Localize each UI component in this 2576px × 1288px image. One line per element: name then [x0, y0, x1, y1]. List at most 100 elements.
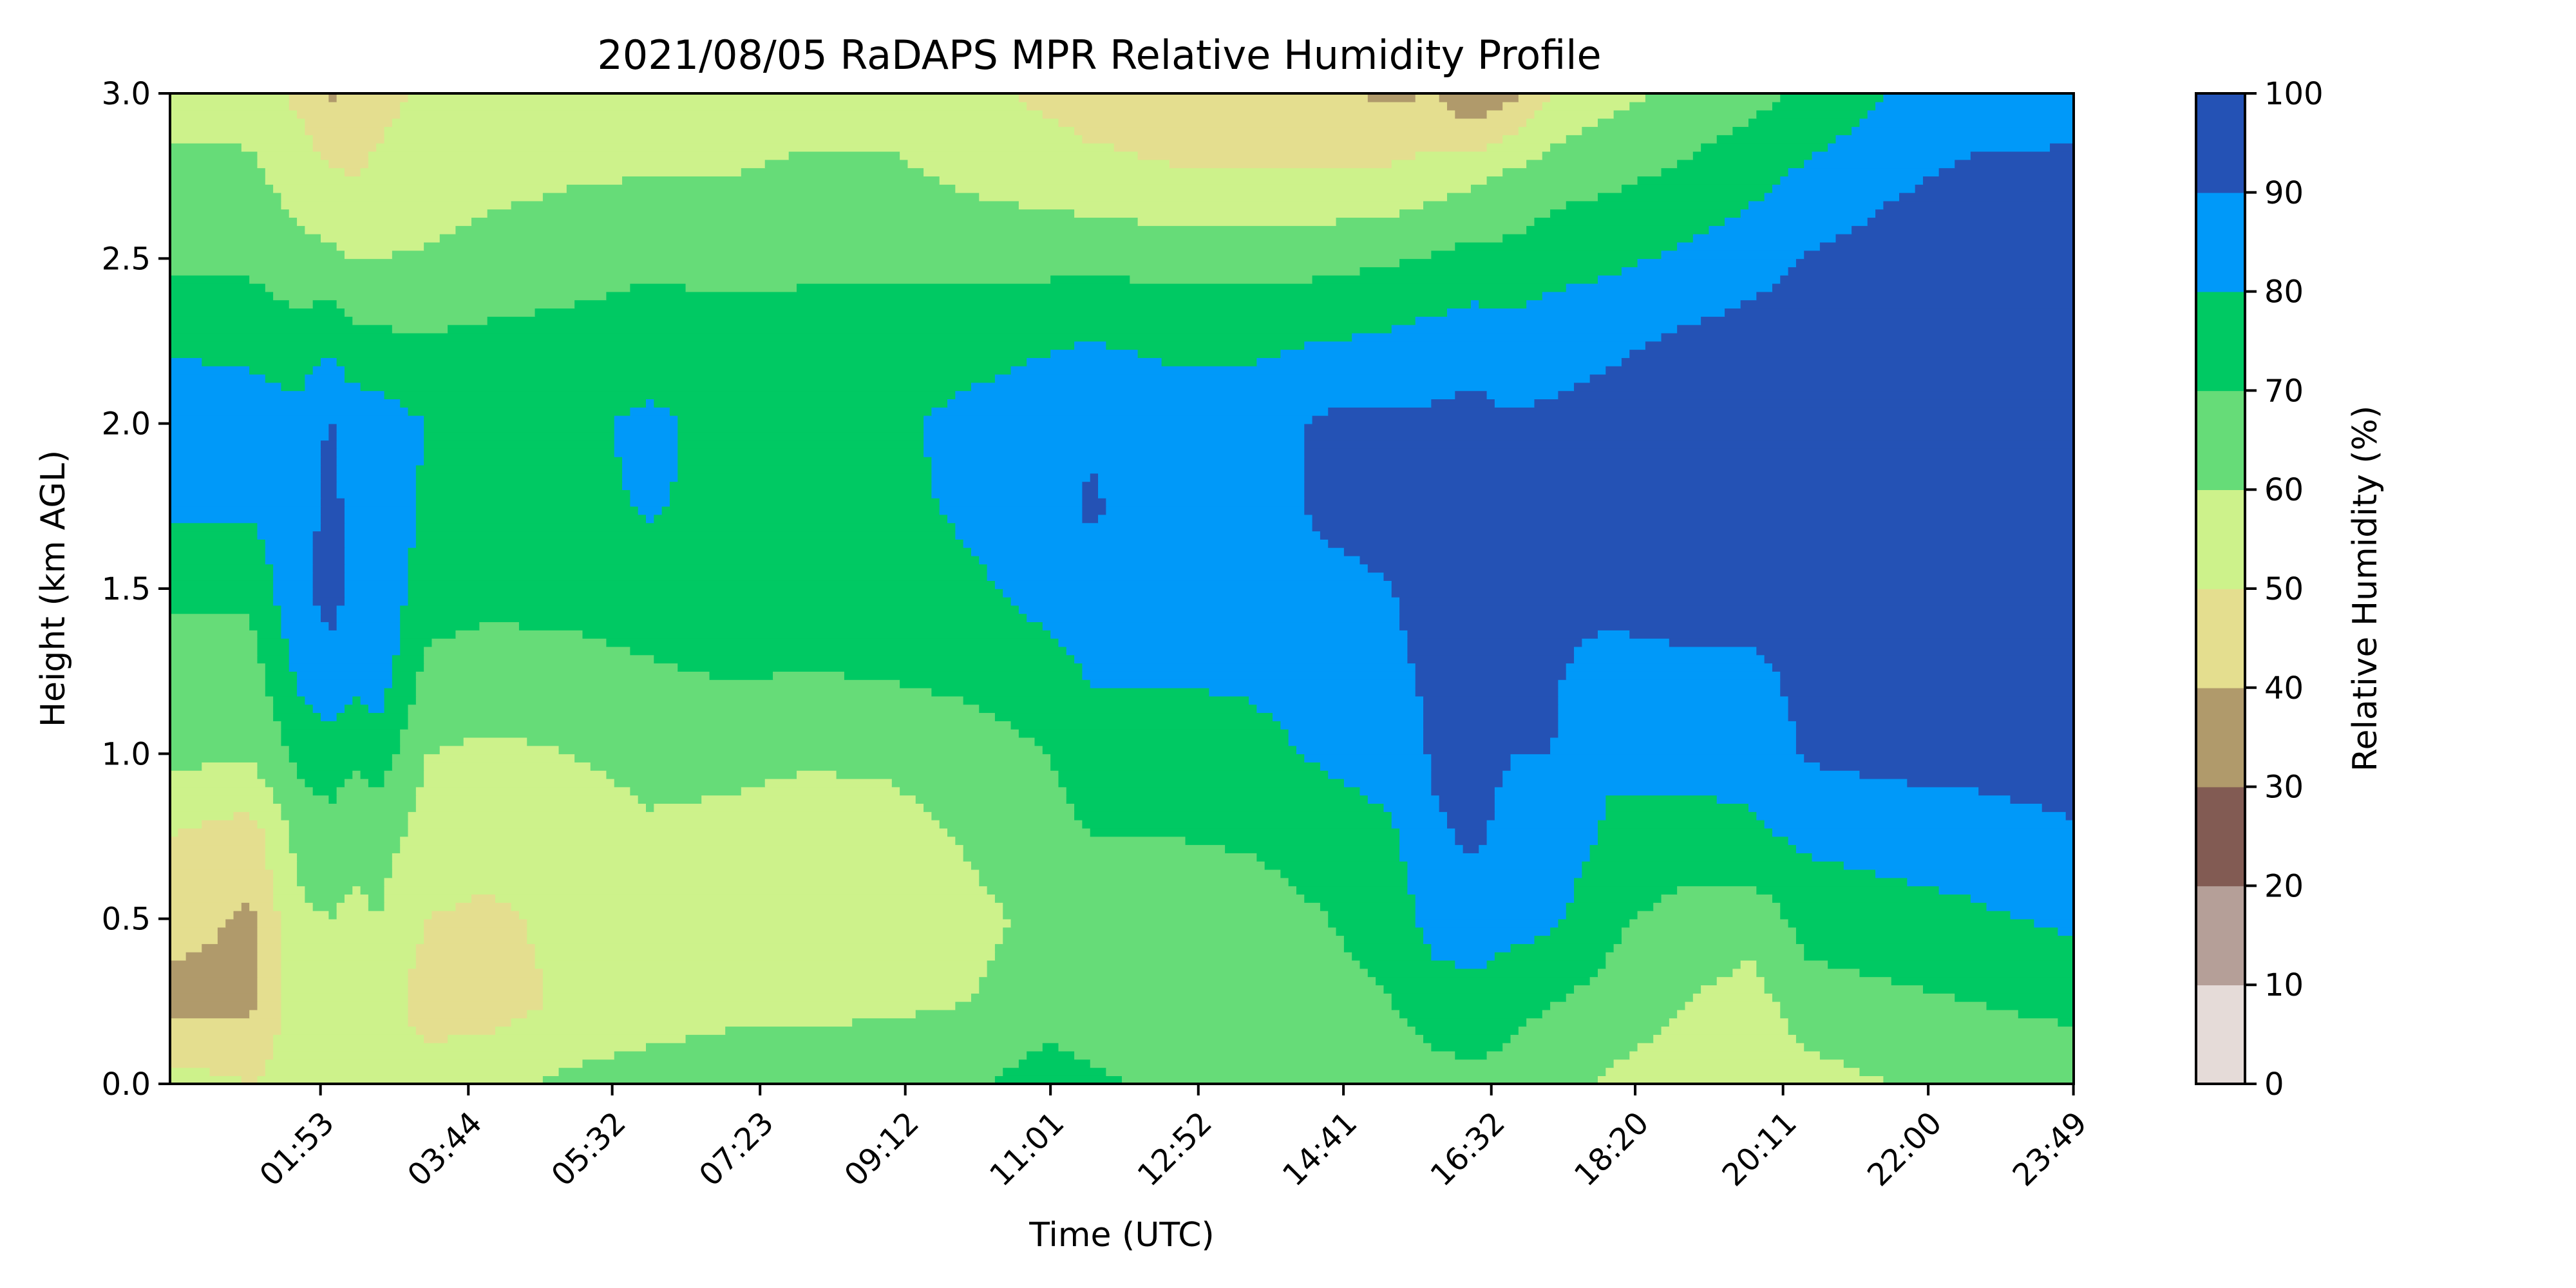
contour-cell — [1486, 819, 1598, 829]
contour-cell — [1399, 828, 1456, 837]
contour-cell — [931, 407, 1329, 416]
contour-cell — [614, 423, 679, 433]
contour-cell — [257, 762, 298, 771]
contour-cell — [321, 613, 337, 623]
contour-cell — [1304, 894, 1416, 903]
contour-cell — [336, 712, 409, 721]
contour-cell — [574, 299, 1472, 309]
colorbar-band — [2196, 192, 2245, 292]
contour-cell — [669, 481, 933, 490]
contour-cell — [1082, 135, 1503, 144]
contour-cell — [1050, 753, 1305, 762]
contour-cell — [273, 902, 314, 911]
contour-cell — [1058, 118, 1527, 128]
contour-cell — [1010, 721, 1282, 730]
contour-cell — [344, 522, 417, 532]
contour-cell — [170, 407, 409, 416]
contour-cell — [170, 589, 274, 598]
contour-cell — [408, 407, 631, 416]
contour-cell — [1732, 126, 1852, 135]
contour-cell — [1795, 745, 2074, 755]
contour-cell — [1367, 564, 2074, 573]
contour-cell — [1391, 811, 1448, 820]
contour-cell — [424, 663, 679, 672]
contour-cell — [1661, 894, 1773, 903]
contour-cell — [1376, 976, 1591, 985]
contour-cell — [281, 737, 401, 746]
contour-cell — [701, 795, 916, 804]
contour-cell — [1018, 605, 1400, 614]
contour-cell — [384, 902, 457, 911]
contour-cell — [1367, 795, 1440, 804]
contour-cell — [1764, 985, 1924, 994]
contour-cell — [939, 506, 1083, 515]
contour-cell — [400, 745, 440, 755]
contour-cell — [1066, 795, 1368, 804]
contour-cell — [1502, 101, 1543, 111]
contour-cell — [249, 274, 1051, 284]
contour-cell — [321, 506, 345, 515]
contour-cell — [1446, 192, 1598, 202]
contour-cell — [1407, 860, 1583, 870]
y-axis-label: Height (km AGL) — [34, 450, 73, 727]
contour-cell — [312, 142, 377, 152]
contour-cell — [1027, 357, 1162, 366]
contour-cell — [408, 721, 1012, 730]
contour-cell — [392, 853, 964, 862]
contour-cell — [1756, 960, 1828, 969]
contour-cell — [1804, 753, 2074, 762]
contour-cell — [1764, 654, 2074, 664]
contour-cell — [273, 1050, 615, 1060]
contour-cell — [535, 308, 1448, 317]
contour-cell — [305, 225, 457, 234]
contour-cell — [1764, 819, 2074, 829]
contour-cell — [1510, 762, 1821, 771]
contour-cell — [400, 646, 424, 656]
contour-cell — [170, 341, 1075, 350]
contour-cell — [170, 200, 282, 210]
contour-cell — [535, 951, 996, 961]
contour-cell — [1352, 951, 1432, 961]
contour-cell — [312, 135, 385, 144]
contour-cell — [1137, 217, 1337, 226]
contour-cell — [170, 613, 250, 623]
contour-cell — [1526, 118, 1598, 128]
contour-cell — [170, 646, 258, 656]
contour-cell — [1859, 968, 2074, 978]
contour-cell — [344, 308, 536, 317]
contour-cell — [1692, 993, 1773, 1002]
contour-cell — [677, 456, 933, 466]
contour-cell — [424, 242, 1456, 251]
contour-cell — [1304, 498, 2074, 507]
contour-cell — [1399, 596, 2074, 606]
contour-cell — [336, 613, 401, 623]
contour-cell — [1819, 1050, 2074, 1060]
y-tick-label: 3.0 — [102, 76, 151, 112]
contour-cell — [233, 910, 258, 920]
contour-cell — [963, 844, 1226, 853]
contour-cell — [408, 704, 980, 714]
contour-cell — [614, 431, 679, 441]
contour-cell — [1463, 844, 1480, 853]
contour-cell — [392, 654, 424, 664]
contour-cell — [281, 630, 401, 639]
contour-cell — [971, 547, 1345, 556]
contour-cell — [297, 687, 385, 697]
contour-cell — [677, 423, 924, 433]
contour-cell — [1415, 910, 1567, 920]
contour-cell — [265, 778, 306, 788]
contour-cell — [963, 696, 1249, 705]
contour-cell — [321, 605, 337, 614]
contour-cell — [1661, 250, 1805, 260]
contour-cell — [1288, 877, 1408, 887]
contour-cell — [1399, 605, 2074, 614]
contour-cell — [321, 712, 337, 721]
contour-cell — [1027, 613, 1400, 623]
contour-cell — [400, 737, 464, 746]
contour-cell — [289, 753, 393, 762]
contour-cell — [344, 596, 409, 606]
contour-cell — [408, 712, 996, 721]
contour-cell — [273, 184, 567, 193]
contour-cell — [344, 506, 417, 515]
contour-cell — [408, 819, 940, 829]
